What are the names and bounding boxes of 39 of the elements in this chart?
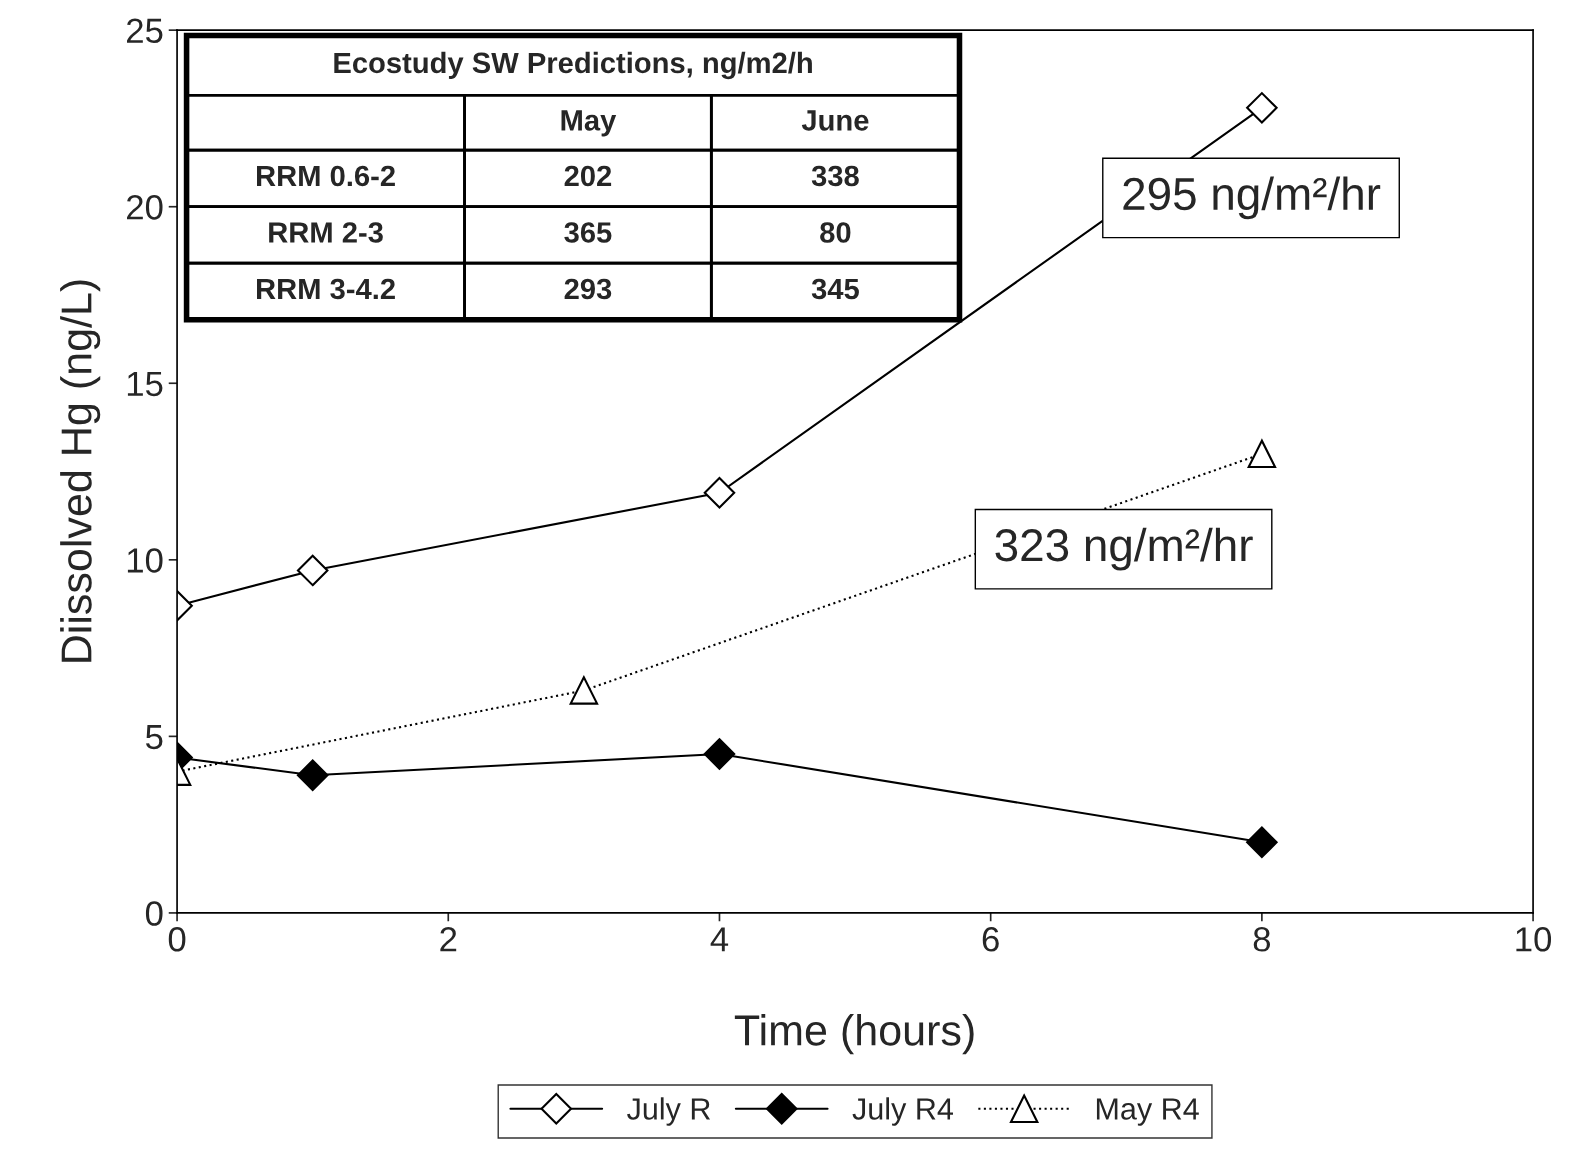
y-tick-label: 20 <box>127 195 163 220</box>
point <box>296 554 329 587</box>
annotation: RRM 3-4.2 <box>257 278 395 300</box>
annotation: Ecostudy SW Predictions, ng/m2/h <box>334 51 812 80</box>
x-tick-label: 6 <box>982 927 999 952</box>
x-tick-label: 2 <box>440 927 457 952</box>
x-tick-label: 0 <box>168 927 186 952</box>
y-axis-title: Diissolved Hg (ng/L) <box>60 280 101 662</box>
annotation: 293 <box>564 278 612 300</box>
legend-label: July R4 <box>852 1097 953 1126</box>
legend-label: May R4 <box>1096 1098 1199 1126</box>
annotation: 365 <box>564 222 612 243</box>
legend-label: July R <box>627 1097 711 1126</box>
point <box>1246 826 1278 859</box>
x-tick-label: 4 <box>710 927 729 952</box>
point <box>569 676 599 705</box>
annotation: RRM 2-3 <box>269 222 383 243</box>
annotation: 202 <box>564 165 612 187</box>
annotation: May <box>561 110 617 137</box>
x-tick-label: 8 <box>1253 927 1271 952</box>
annotation: 345 <box>811 278 859 300</box>
annotation: 80 <box>820 222 851 243</box>
y-tick-label: 25 <box>127 18 163 44</box>
point <box>703 476 736 509</box>
annotation: 295 ng/m²/hr <box>1123 176 1381 220</box>
annotation: June <box>801 110 869 131</box>
annotation: RRM 0.6-2 <box>257 165 395 187</box>
x-tick-label: 10 <box>1516 927 1552 952</box>
annotation: 338 <box>811 165 859 187</box>
y-tick-label: 15 <box>127 371 163 397</box>
point <box>1246 92 1278 124</box>
y-tick-label: 5 <box>145 725 163 750</box>
y-tick-label: 10 <box>127 548 163 573</box>
annotation: 323 ng/m²/hr <box>995 527 1253 571</box>
point <box>296 759 329 791</box>
y-tick-label: 0 <box>145 901 163 926</box>
x-axis-title: Time (hours) <box>734 1014 974 1055</box>
point <box>703 738 736 770</box>
point <box>1247 439 1277 469</box>
